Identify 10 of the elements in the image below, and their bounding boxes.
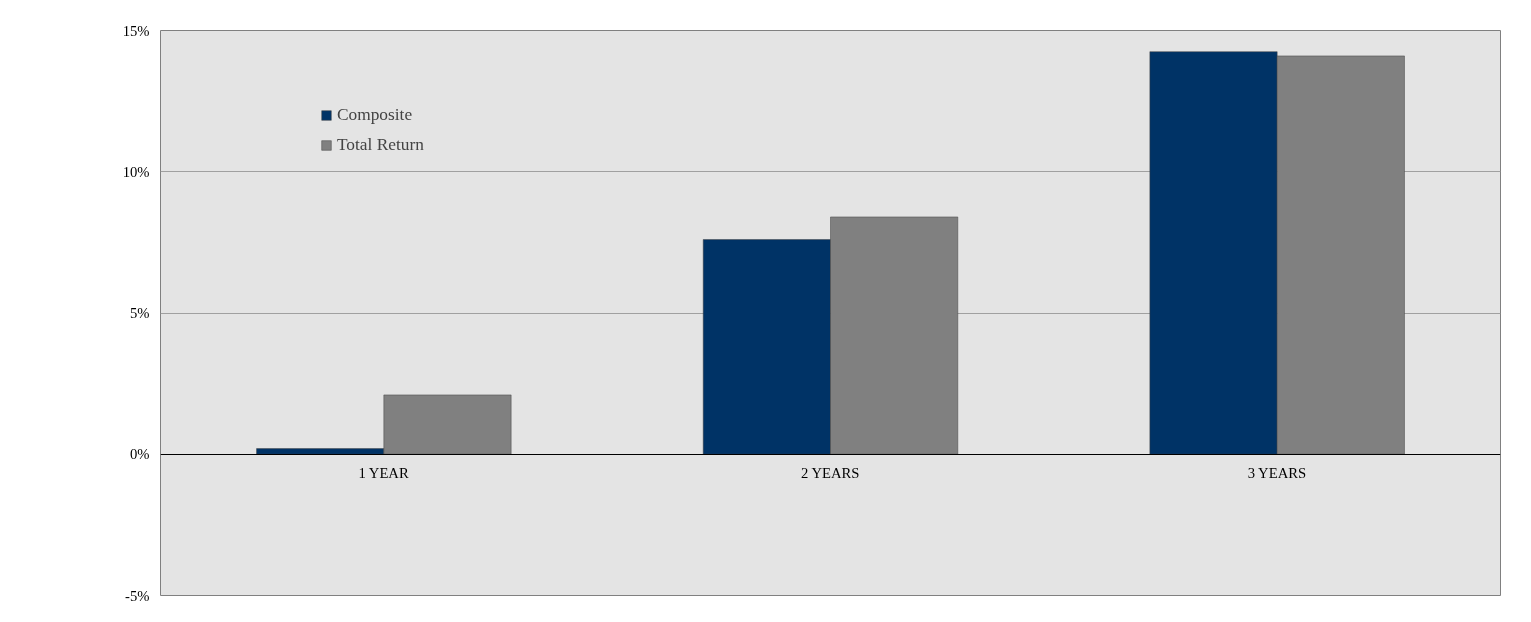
y-tick-label: 0% (129, 446, 150, 463)
y-tick-label: 5% (129, 305, 150, 321)
y-tick-label: -5% (125, 587, 150, 604)
x-tick-label: 1 YEAR (358, 465, 409, 482)
y-tick-label: 10% (122, 163, 150, 180)
legend-label: Total Return (337, 135, 424, 155)
x-tick-label: 2 YEARS (800, 465, 860, 482)
y-tick-label: 15% (122, 22, 150, 39)
x-tick-label: 3 YEARS (1247, 465, 1307, 482)
legend-label: Composite (337, 105, 413, 125)
